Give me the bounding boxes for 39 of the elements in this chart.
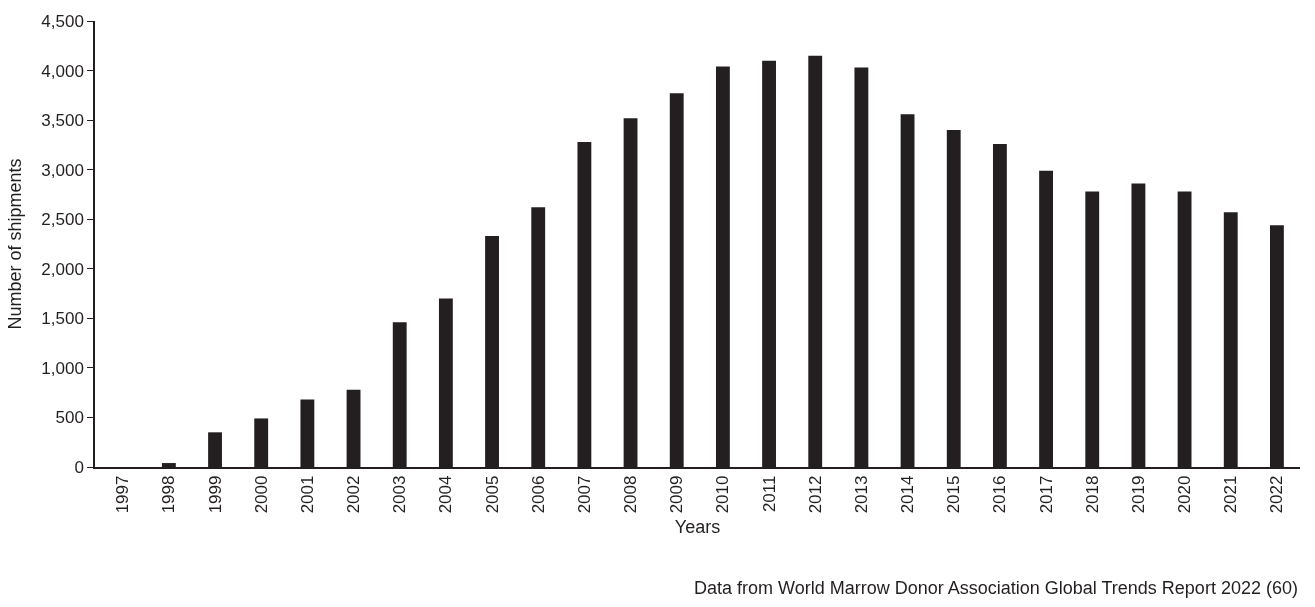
text: Data from World Marrow Donor Association Global Trends Report 2022 (60) bbox=[694, 578, 1298, 598]
y-tick-label: 2,000 bbox=[41, 259, 84, 279]
x-tick-label: 1997 bbox=[113, 475, 133, 514]
x-tick-label: 2007 bbox=[574, 475, 594, 514]
x-tick-label: 2001 bbox=[297, 475, 317, 514]
x-tick-label: 2003 bbox=[390, 475, 410, 514]
y-tick-label: 4,500 bbox=[41, 11, 84, 31]
x-tick-label: 2014 bbox=[898, 475, 918, 514]
x-tick-label: 2009 bbox=[667, 475, 687, 514]
x-tick-label: 2013 bbox=[851, 475, 871, 514]
x-tick-label: 2019 bbox=[1128, 475, 1148, 514]
x-tick-label: 2011 bbox=[759, 475, 779, 513]
y-tick-label: 3,000 bbox=[41, 160, 84, 180]
y-tick-label: 4,000 bbox=[41, 61, 84, 81]
x-tick-label: 2004 bbox=[436, 475, 456, 514]
x-tick-label: 2021 bbox=[1221, 475, 1241, 514]
y-tick-label: 500 bbox=[55, 408, 84, 428]
x-tick-label: 2020 bbox=[1175, 475, 1195, 514]
y-tick-label: 1,500 bbox=[41, 309, 84, 329]
x-tick-label: 2002 bbox=[344, 475, 364, 514]
x-tick-label: 2005 bbox=[482, 475, 502, 514]
x-axis-title: Years bbox=[674, 516, 721, 537]
x-tick-label: 2022 bbox=[1267, 475, 1287, 514]
x-tick-label: 2015 bbox=[944, 475, 964, 514]
x-tick-label: 2018 bbox=[1082, 475, 1102, 514]
y-tick-label: 3,500 bbox=[41, 111, 84, 131]
x-tick-label: 2000 bbox=[251, 475, 271, 514]
x-tick-label: 1999 bbox=[205, 475, 225, 514]
y-axis-title: Number of shipments bbox=[5, 158, 25, 330]
x-tick-label: 1998 bbox=[159, 475, 179, 514]
x-tick-label: 2008 bbox=[621, 475, 641, 514]
y-tick-label: 0 bbox=[74, 457, 84, 477]
x-tick-label: 2016 bbox=[990, 475, 1010, 514]
y-tick-label: 1,000 bbox=[41, 358, 84, 378]
x-tick-label: 2006 bbox=[528, 475, 548, 514]
x-tick-label: 2010 bbox=[713, 475, 733, 514]
x-tick-label: 2012 bbox=[805, 475, 825, 514]
y-tick-label: 2,500 bbox=[41, 210, 84, 230]
x-tick-label: 2017 bbox=[1036, 475, 1056, 514]
